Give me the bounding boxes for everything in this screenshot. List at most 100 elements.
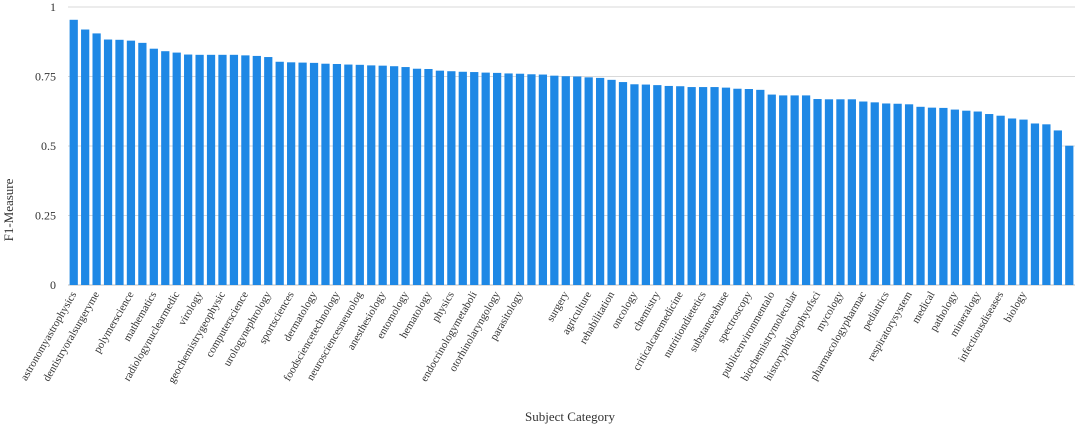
bar-77 [950,109,959,285]
bar-46 [595,77,605,285]
bar-48 [618,82,628,285]
bar-26 [367,65,376,285]
bar-9 [172,52,181,286]
bar-19 [287,62,296,285]
bar-41 [538,74,548,285]
bar-74 [916,106,925,285]
bar-37 [493,72,502,285]
bar-63 [790,95,799,286]
bar-11 [195,54,204,285]
bar-27 [378,65,387,285]
bar-66 [824,99,834,285]
bar-70 [870,102,879,285]
bar-72 [893,103,902,286]
bar-5 [126,40,136,285]
bar-0 [69,19,78,285]
bar-54 [687,87,696,285]
bar-3 [103,39,113,285]
bar-20 [298,62,307,285]
bar-39 [515,73,525,285]
bar-56 [710,87,719,285]
bar-22 [321,63,330,286]
bar-65 [813,99,822,286]
bar-14 [229,54,239,285]
bar-57 [721,87,731,286]
bar-16 [252,55,261,286]
bar-61 [767,94,776,285]
bar-75 [927,107,937,285]
bar-44 [573,76,582,285]
bar-83 [1019,119,1028,285]
x-axis-tick-labels: astronomyastrophysicsdentistryoralsurger… [18,289,1029,385]
bar-17 [264,57,273,285]
bar-21 [309,62,319,285]
y-tick-label: 1 [50,0,56,14]
bar-15 [241,55,250,286]
bar-69 [859,101,868,286]
bar-62 [779,95,788,286]
y-tick-label: 0.75 [35,70,56,84]
bar-47 [607,79,616,285]
bar-51 [653,85,662,286]
bar-59 [744,89,753,285]
bar-13 [218,54,227,285]
bar-40 [527,74,536,285]
bar-34 [458,71,467,286]
bar-67 [836,99,845,285]
bar-24 [344,64,353,285]
bar-18 [275,61,284,285]
bar-12 [206,54,216,285]
bar-68 [847,99,856,285]
bar-52 [664,85,673,285]
bar-82 [1007,118,1017,285]
bar-85 [1042,124,1051,285]
bar-73 [904,104,914,285]
bar-32 [435,70,445,285]
bar-23 [332,63,342,285]
bar-43 [561,76,570,285]
bar-53 [676,86,685,285]
bar-64 [801,95,811,286]
x-tick-label: biology [1002,289,1029,325]
bar-35 [470,72,479,285]
bar-50 [641,84,650,285]
bar-2 [92,33,101,285]
x-axis-title: Subject Category [525,409,615,424]
bar-80 [985,114,994,285]
y-axis-ticks: 0 0.25 0.5 0.75 1 [35,0,56,292]
bar-30 [412,68,422,285]
bars [69,19,1074,286]
bar-28 [390,66,399,286]
bar-42 [550,75,559,285]
bar-4 [115,39,124,285]
y-axis-title: F1-Measure [1,178,16,241]
bar-60 [756,89,765,285]
bar-25 [355,64,364,285]
bar-81 [996,115,1005,285]
bar-79 [973,111,982,285]
bar-86 [1053,130,1062,285]
bar-33 [447,71,456,285]
bar-1 [81,29,90,285]
bar-71 [882,103,891,285]
bar-76 [939,107,948,285]
bar-49 [630,84,639,285]
bar-38 [504,73,513,285]
bar-31 [424,68,433,286]
bar-10 [184,54,193,285]
bar-29 [401,67,410,285]
bar-8 [161,51,170,286]
bar-87 [1065,145,1074,285]
y-tick-label: 0.5 [41,139,56,153]
y-tick-label: 0 [50,278,56,292]
bar-36 [481,72,490,285]
bar-55 [698,87,708,285]
bar-78 [962,110,971,285]
bar-84 [1030,123,1040,285]
bar-6 [138,42,147,285]
bar-58 [733,88,742,285]
bar-7 [149,48,158,286]
y-tick-label: 0.25 [35,209,56,223]
bar-45 [584,77,593,285]
